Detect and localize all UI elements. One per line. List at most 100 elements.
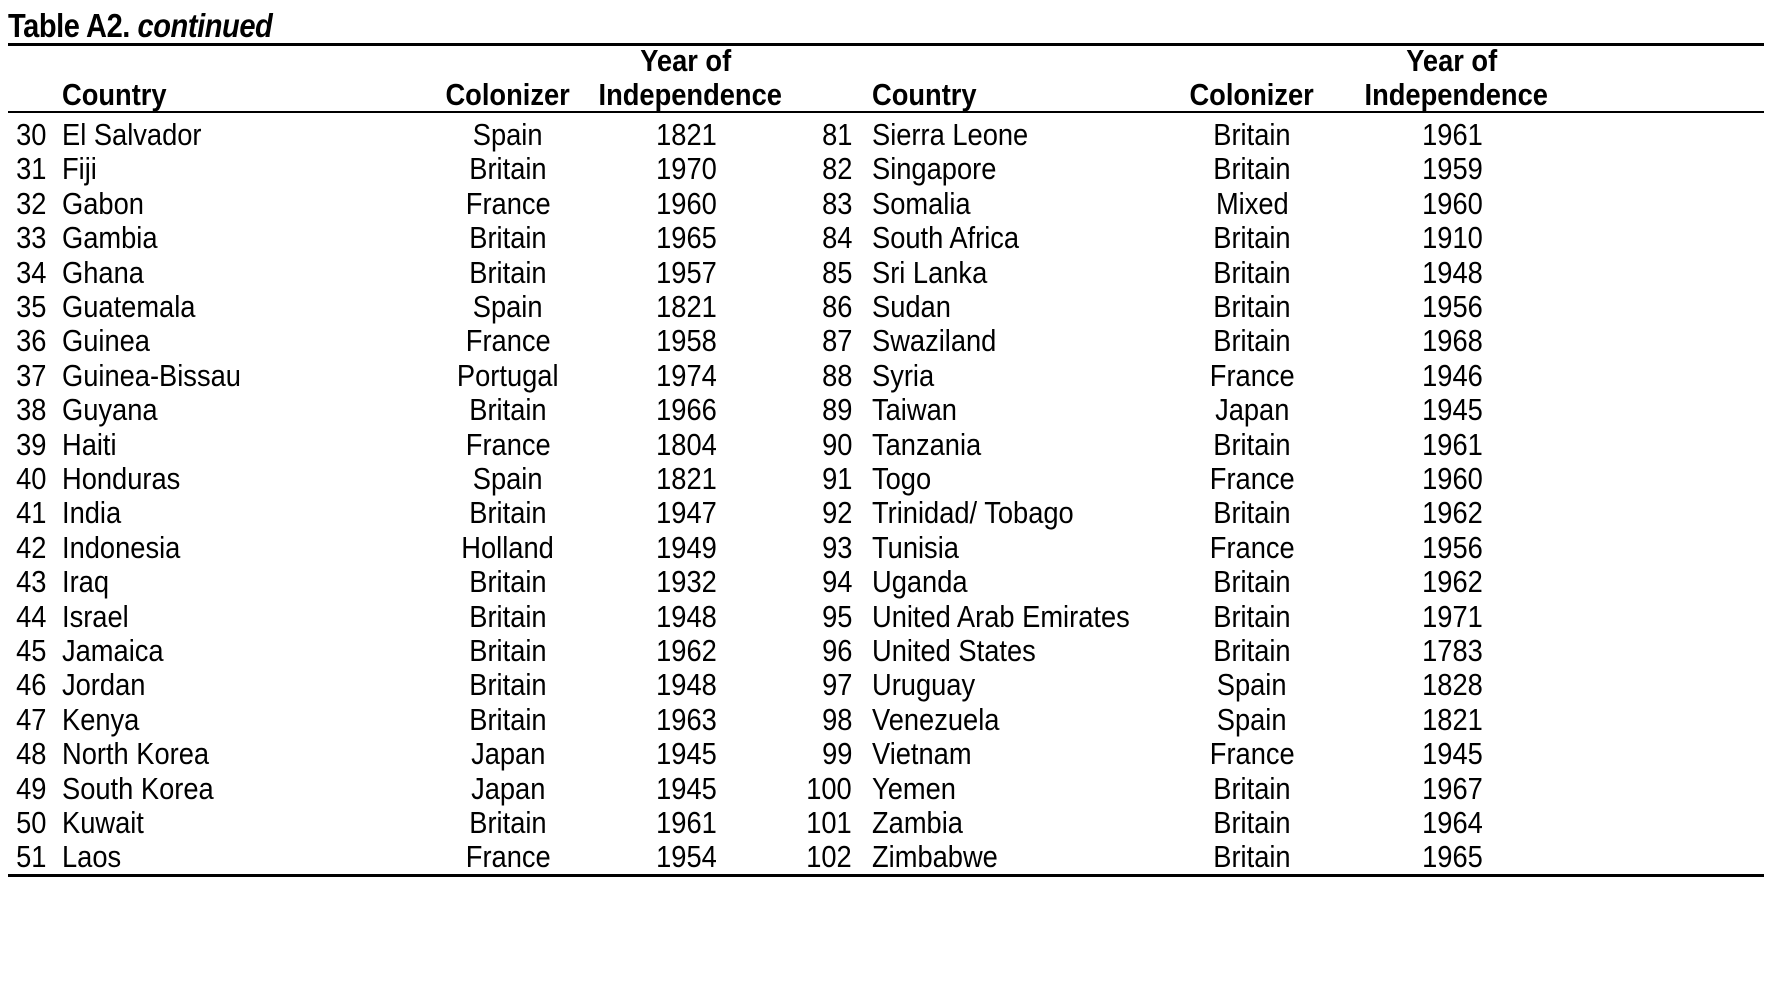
right-year-cell: 1959 <box>1421 151 1483 187</box>
table-row: 42 Indonesia Holland 1949 93 Tunisia France 195… <box>0 529 1772 565</box>
left-colonizer-cell: Japan <box>470 736 546 772</box>
right-num-cell: 88 <box>821 357 852 393</box>
left-num-cell: 48 <box>15 736 46 772</box>
left-year-cell: 1948 <box>655 598 717 634</box>
left-num-cell: 34 <box>15 254 46 290</box>
left-country-cell: Guyana <box>62 392 158 428</box>
right-num-cell: 87 <box>821 323 852 359</box>
right-year-cell: 1965 <box>1421 839 1483 875</box>
table-caption-continued: continued <box>137 7 273 44</box>
table-row: 40 Honduras Spain 1821 91 Togo France 1960 <box>0 462 1772 496</box>
right-year-cell: 1828 <box>1421 667 1483 703</box>
right-colonizer-cell: Britain <box>1213 564 1291 600</box>
left-year-cell: 1963 <box>655 701 717 737</box>
left-year-cell: 1821 <box>655 461 717 496</box>
left-year-cell: 1947 <box>655 495 717 531</box>
left-country-cell: Fiji <box>62 151 97 187</box>
left-year-cell: 1957 <box>655 254 717 290</box>
right-num-cell: 89 <box>821 392 852 428</box>
right-colonizer-cell: Britain <box>1213 254 1291 290</box>
table-row: 38 Guyana Britain 1966 89 Taiwan Japan 1945 <box>0 393 1772 427</box>
left-year-cell: 1954 <box>655 839 717 875</box>
table-row: 48 North Korea Japan 1945 99 Vietnam France 194… <box>0 737 1772 771</box>
right-country-cell: Sri Lanka <box>872 254 988 290</box>
left-colonizer-cell: France <box>465 839 551 875</box>
table-row: 32 Gabon France 1960 83 Somalia Mixed 1960 <box>0 185 1772 221</box>
table-row: 44 Israel Britain 1948 95 United Arab Emirate… <box>0 598 1772 634</box>
table-row: 46 Jordan Britain 1948 97 Uruguay Spain 1828 <box>0 668 1772 702</box>
left-num-cell: 44 <box>15 598 46 634</box>
right-num-cell: 90 <box>821 426 852 462</box>
header-colonizer-left: Colonizer <box>445 77 571 112</box>
left-num-cell: 36 <box>15 323 46 359</box>
left-num-cell: 47 <box>15 701 46 737</box>
left-colonizer-cell: Britain <box>469 701 547 737</box>
header-year-line1-right: Year of <box>1406 43 1498 78</box>
table-row: 39 Haiti France 1804 90 Tanzania Britain 1961 <box>0 426 1772 462</box>
right-colonizer-cell: Britain <box>1213 839 1291 875</box>
left-num-cell: 41 <box>15 495 46 531</box>
right-country-cell: United States <box>872 633 1036 668</box>
header-year-line2-right: Independence <box>1364 77 1548 112</box>
left-year-cell: 1804 <box>655 426 717 462</box>
right-year-cell: 1962 <box>1421 495 1483 531</box>
left-colonizer-cell: France <box>465 426 551 462</box>
right-year-cell: 1967 <box>1421 770 1483 806</box>
right-year-cell: 1971 <box>1421 598 1483 634</box>
right-year-cell: 1961 <box>1421 426 1483 462</box>
right-colonizer-cell: France <box>1209 357 1295 393</box>
top-rule <box>8 43 1764 46</box>
left-year-cell: 1945 <box>655 736 717 772</box>
right-num-cell: 96 <box>821 633 852 668</box>
right-colonizer-cell: Britain <box>1213 426 1291 462</box>
left-colonizer-cell: Holland <box>461 529 555 565</box>
right-country-cell: Syria <box>872 357 935 393</box>
left-colonizer-cell: Britain <box>469 598 547 634</box>
table-row: 45 Jamaica Britain 1962 96 United States Brita… <box>0 634 1772 668</box>
left-country-cell: Jamaica <box>62 633 164 668</box>
left-num-cell: 51 <box>15 839 46 875</box>
right-year-cell: 1962 <box>1421 564 1483 600</box>
right-colonizer-cell: Britain <box>1213 598 1291 634</box>
left-country-cell: El Salvador <box>62 117 202 152</box>
table-row: 33 Gambia Britain 1965 84 South Africa Britain… <box>0 221 1772 255</box>
left-country-cell: Laos <box>62 839 122 875</box>
right-country-cell: Somalia <box>872 185 971 221</box>
left-colonizer-cell: Britain <box>469 220 547 256</box>
left-colonizer-cell: Spain <box>473 289 543 324</box>
left-colonizer-cell: Portugal <box>457 357 559 393</box>
left-year-cell: 1961 <box>655 805 717 840</box>
left-num-cell: 37 <box>15 357 46 393</box>
left-num-cell: 45 <box>15 633 46 668</box>
left-num-cell: 38 <box>15 392 46 428</box>
right-colonizer-cell: Spain <box>1217 701 1287 737</box>
right-year-cell: 1948 <box>1421 254 1483 290</box>
left-year-cell: 1974 <box>655 357 717 393</box>
right-year-cell: 1964 <box>1421 805 1483 840</box>
right-colonizer-cell: France <box>1209 736 1295 772</box>
right-country-cell: United Arab Emirates <box>872 598 1130 634</box>
left-colonizer-cell: Britain <box>469 564 547 600</box>
left-num-cell: 43 <box>15 564 46 600</box>
left-num-cell: 33 <box>15 220 46 256</box>
right-colonizer-cell: Japan <box>1214 392 1290 428</box>
left-country-cell: Guatemala <box>62 289 196 324</box>
right-colonizer-cell: Britain <box>1213 220 1291 256</box>
right-country-cell: Yemen <box>872 770 956 806</box>
right-num-cell: 98 <box>821 701 852 737</box>
left-country-cell: Gambia <box>62 220 158 256</box>
left-colonizer-cell: France <box>465 185 551 221</box>
left-num-cell: 31 <box>15 151 46 187</box>
right-num-cell: 95 <box>821 598 852 634</box>
table-row: 50 Kuwait Britain 1961 101 Zambia Britain 1964 <box>0 806 1772 840</box>
right-country-cell: Trinidad/ Tobago <box>872 495 1074 531</box>
right-year-cell: 1945 <box>1421 736 1483 772</box>
left-year-cell: 1960 <box>655 185 717 221</box>
left-colonizer-cell: Spain <box>473 117 543 152</box>
right-colonizer-cell: France <box>1209 461 1295 496</box>
left-country-cell: Israel <box>62 598 129 634</box>
left-country-cell: Kenya <box>62 701 140 737</box>
left-colonizer-cell: Spain <box>473 461 543 496</box>
right-year-cell: 1956 <box>1421 529 1483 565</box>
left-colonizer-cell: Britain <box>469 254 547 290</box>
